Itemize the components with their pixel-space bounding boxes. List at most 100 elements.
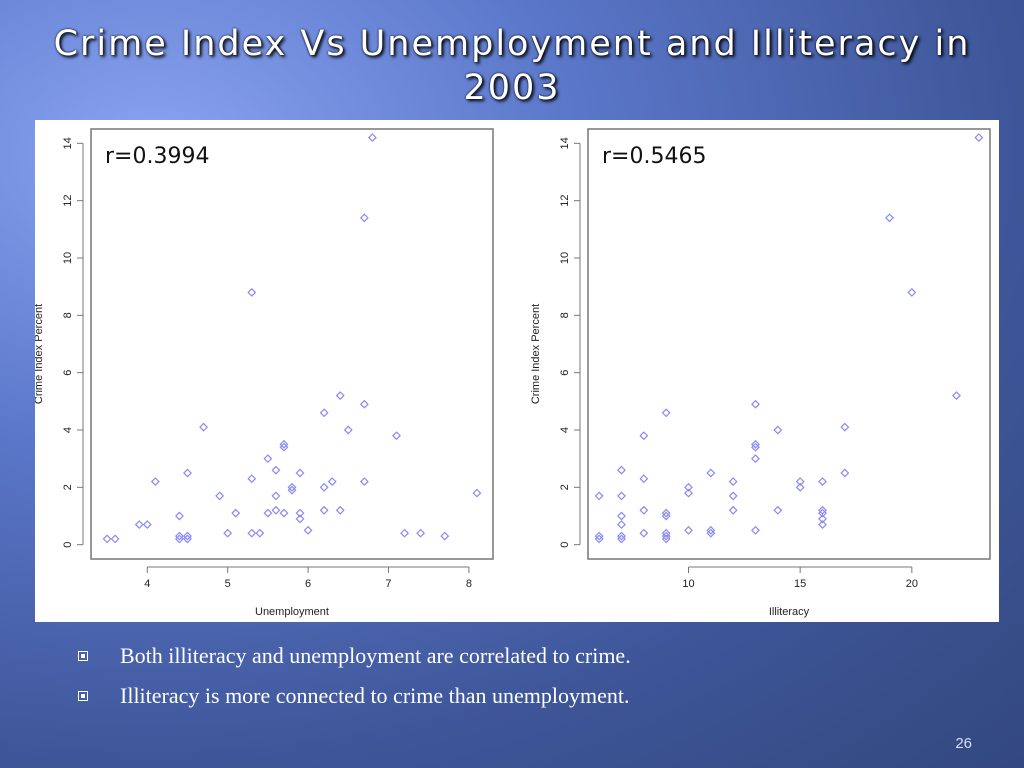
scatter-plots: 4 5 6 7 8 0 2 4 6 8 10 12 14 Unemployment Crime Index …	[35, 128, 991, 618]
data-point	[303, 525, 313, 535]
data-point	[661, 528, 671, 538]
data-point	[684, 488, 693, 498]
data-point	[617, 465, 626, 475]
page-number: 26	[955, 735, 972, 752]
data-point	[102, 534, 112, 544]
x-tick-label: 7	[385, 578, 391, 590]
data-point	[728, 505, 738, 515]
data-point	[684, 525, 693, 535]
y-tick-label: 10	[62, 252, 74, 264]
data-point	[617, 534, 626, 544]
plot-frame	[90, 128, 494, 560]
correlation-label: r=0.5465	[602, 144, 706, 169]
data-point	[639, 505, 649, 515]
y-tick-label: 14	[559, 137, 571, 149]
data-point	[617, 491, 626, 501]
data-point	[440, 531, 450, 541]
data-point	[183, 468, 192, 478]
data-point	[295, 514, 305, 524]
data-point	[818, 505, 827, 515]
data-point	[885, 213, 894, 223]
y-tick-label: 8	[62, 312, 74, 318]
y-tick-label: 8	[559, 312, 571, 318]
data-point	[247, 474, 257, 484]
data-point	[327, 477, 337, 487]
data-point	[907, 287, 917, 297]
data-point	[295, 468, 305, 478]
data-point	[359, 213, 369, 223]
data-point	[661, 408, 671, 418]
bullet-list: Both illiteracy and unemployment are cor…	[78, 642, 631, 722]
data-point	[952, 391, 961, 401]
data-point	[183, 531, 192, 541]
data-point	[706, 528, 716, 538]
data-point	[661, 511, 671, 521]
y-tick-label: 4	[559, 427, 571, 433]
data-point	[661, 534, 671, 544]
x-axis-label: Unemployment	[255, 606, 329, 618]
data-point	[773, 425, 783, 435]
slide-title: Crime Index Vs Unemployment and Illitera…	[53, 24, 971, 108]
data-point	[255, 528, 265, 538]
data-point	[359, 399, 369, 409]
y-tick-label: 12	[559, 195, 571, 207]
x-axis-label: Illiteracy	[769, 606, 810, 618]
data-point	[416, 528, 426, 538]
data-point	[974, 133, 984, 143]
data-point	[271, 505, 281, 515]
data-point	[359, 477, 369, 487]
data-point	[840, 468, 850, 478]
data-point	[295, 508, 305, 518]
data-point	[392, 431, 401, 441]
data-point	[594, 531, 604, 541]
data-point	[199, 422, 209, 432]
y-tick-label: 6	[62, 370, 74, 376]
x-tick-label: 8	[466, 578, 472, 590]
data-point	[639, 528, 649, 538]
correlation-label: r=0.3994	[105, 144, 209, 169]
data-point	[231, 508, 241, 518]
scatter-plot-2: 10 15 20 0 2 4 6 8 10 12 14 Illiteracy Crime Index P…	[530, 128, 991, 618]
bullet-box-icon	[78, 691, 88, 701]
data-point	[818, 508, 827, 518]
data-point	[142, 520, 152, 530]
data-point	[319, 408, 329, 418]
data-point	[247, 528, 257, 538]
data-point	[287, 485, 297, 495]
x-tick-label: 10	[682, 578, 694, 590]
y-tick-label: 10	[559, 252, 571, 264]
bullet-item: Illiteracy is more connected to crime th…	[78, 682, 631, 722]
data-point	[617, 531, 626, 541]
data-point	[661, 531, 671, 541]
plot-frame	[587, 128, 991, 560]
y-axis-label: Crime Index Percent	[530, 304, 542, 404]
data-point	[661, 508, 671, 518]
data-point	[795, 477, 805, 487]
data-point	[279, 439, 289, 449]
data-point	[223, 528, 233, 538]
data-point	[263, 454, 273, 464]
data-point	[818, 514, 827, 524]
data-point	[751, 439, 760, 449]
data-point	[110, 534, 120, 544]
data-point	[706, 525, 716, 535]
data-point	[367, 133, 377, 143]
data-point	[263, 508, 273, 518]
x-tick-label: 6	[305, 578, 311, 590]
x-tick-label: 4	[144, 578, 150, 590]
y-tick-label: 0	[62, 542, 74, 548]
data-point	[639, 474, 649, 484]
bullet-box-icon	[78, 651, 88, 661]
x-tick-label: 20	[906, 578, 918, 590]
data-point	[174, 534, 184, 544]
data-point	[594, 534, 604, 544]
y-tick-label: 0	[559, 542, 571, 548]
chart-panel: 4 5 6 7 8 0 2 4 6 8 10 12 14 Unemployment Crime Index …	[35, 120, 999, 622]
data-point	[183, 534, 192, 544]
data-point	[400, 528, 410, 538]
data-point	[751, 525, 760, 535]
data-point	[706, 468, 716, 478]
x-tick-label: 15	[794, 578, 806, 590]
data-point	[335, 505, 345, 515]
data-point	[319, 482, 329, 492]
